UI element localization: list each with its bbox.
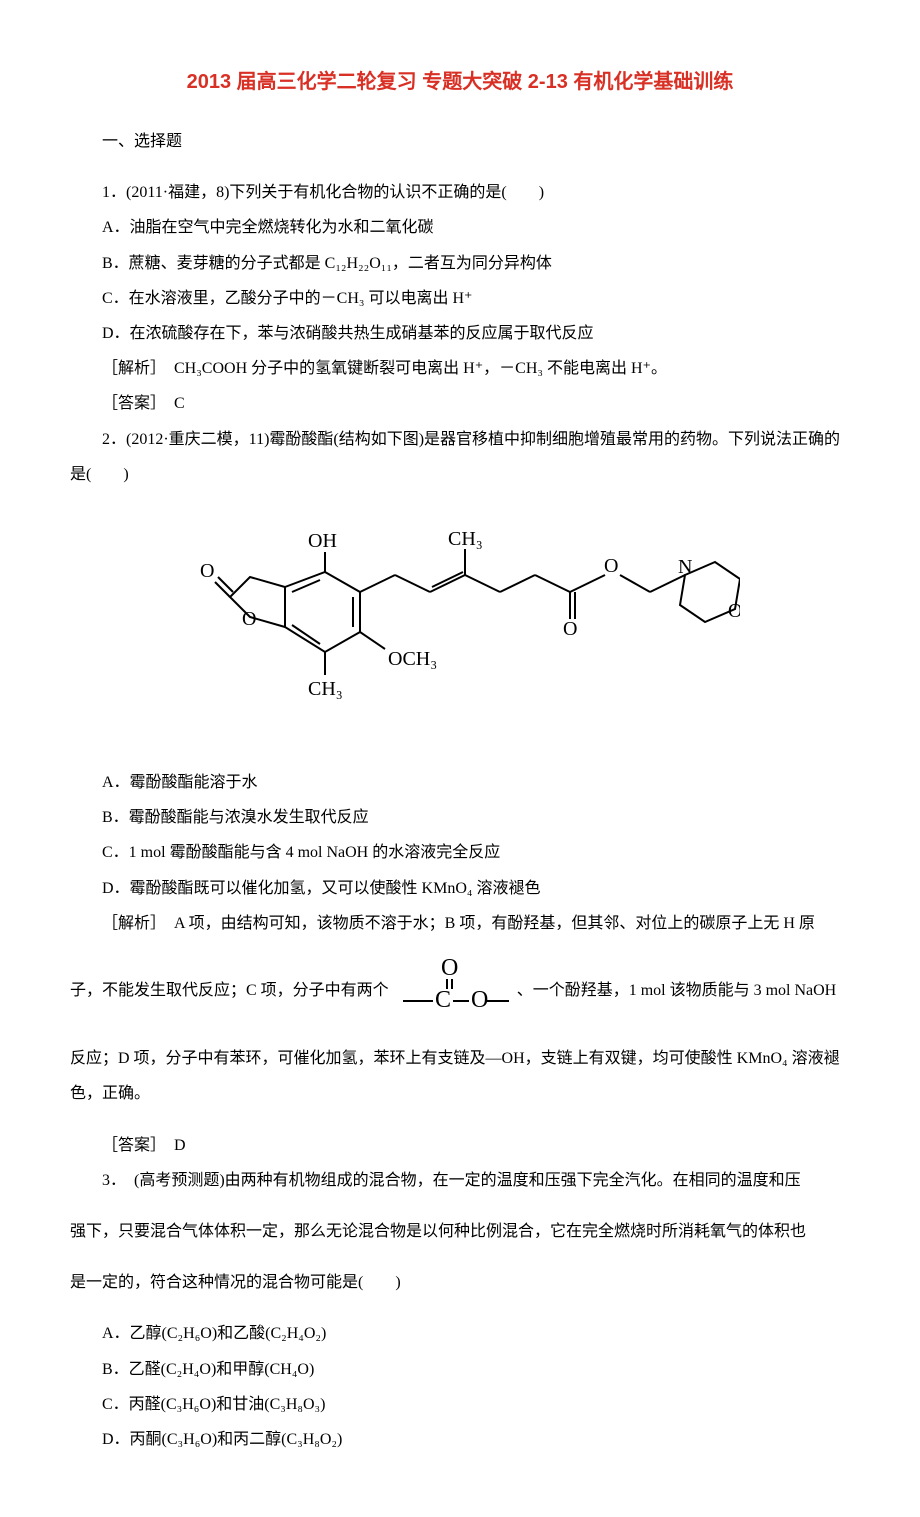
q2-option-a: A．霉酚酸酯能溶于水 xyxy=(70,765,850,800)
ester-fragment-svg: O C O xyxy=(393,957,513,1025)
q3-option-b: B．乙醛(C₂H₄O)和甲醇(CH₄O) xyxy=(70,1352,850,1387)
label-o-ring: O xyxy=(242,608,256,630)
document-title: 2013 届高三化学二轮复习 专题大突破 2-13 有机化学基础训练 xyxy=(70,60,850,104)
q2-answer: ［答案］ D xyxy=(70,1128,850,1163)
q2-analysis-mid1: 子，不能发生取代反应；C 项，分子中有两个 xyxy=(70,982,389,999)
q3-stem-line2: 强下，只要混合气体体积一定，那么无论混合物是以何种比例混合，它在完全燃烧时所消耗… xyxy=(70,1214,850,1249)
label-oh: OH xyxy=(308,530,337,552)
q2-structure-figure: O O OH CH₃ OCH₃ CH₃ O O N O xyxy=(70,507,850,750)
q2-analysis-line3: 反应；D 项，分子中有苯环，可催化加氢，苯环上有支链及—OH，支链上有双键，均可… xyxy=(70,1041,850,1111)
q3-option-c: C．丙醛(C₃H₆O)和甘油(C₃H₈O₃) xyxy=(70,1387,850,1422)
label-o-morpholine: O xyxy=(728,600,740,622)
svg-text:O: O xyxy=(471,987,488,1012)
label-o-ketone: O xyxy=(200,560,214,582)
q2-option-b: B．霉酚酸酯能与浓溴水发生取代反应 xyxy=(70,800,850,835)
q3-option-d: D．丙酮(C₃H₆O)和丙二醇(C₃H₈O₂) xyxy=(70,1422,850,1457)
q1-answer: ［答案］ C xyxy=(70,386,850,421)
q1-option-b: B．蔗糖、麦芽糖的分子式都是 C₁₂H₂₂O₁₁，二者互为同分异构体 xyxy=(70,246,850,281)
q1-option-c: C．在水溶液里，乙酸分子中的－CH₃ 可以电离出 H⁺ xyxy=(70,281,850,316)
label-o-ester-dbl: O xyxy=(563,618,577,640)
label-o-ester: O xyxy=(604,555,618,577)
label-n: N xyxy=(678,556,692,578)
q1-option-a: A．油脂在空气中完全燃烧转化为水和二氧化碳 xyxy=(70,210,850,245)
q3-option-a: A．乙醇(C₂H₆O)和乙酸(C₂H₄O₂) xyxy=(70,1316,850,1351)
svg-text:O: O xyxy=(441,957,458,981)
label-ch3-top: CH₃ xyxy=(448,528,483,550)
q2-option-c: C．1 mol 霉酚酸酯能与含 4 mol NaOH 的水溶液完全反应 xyxy=(70,835,850,870)
q2-analysis-mid2: 、一个酚羟基，1 mol 该物质能与 3 mol NaOH xyxy=(517,982,837,999)
section-header: 一、选择题 xyxy=(70,124,850,159)
q3-stem-line1: 3． (高考预测题)由两种有机物组成的混合物，在一定的温度和压强下完全汽化。在相… xyxy=(70,1163,850,1198)
label-ch3-bottom: CH₃ xyxy=(308,678,343,700)
q2-stem: 2．(2012·重庆二模，11)霉酚酸酯(结构如下图)是器官移植中抑制细胞增殖最… xyxy=(70,422,850,492)
svg-text:C: C xyxy=(435,987,451,1012)
q2-analysis-line2: 子，不能发生取代反应；C 项，分子中有两个 O C O 、一个酚羟基，1 mol… xyxy=(70,957,850,1025)
molecule-svg: O O OH CH₃ OCH₃ CH₃ O O N O xyxy=(180,507,740,737)
q1-stem: 1．(2011·福建，8)下列关于有机化合物的认识不正确的是( ) xyxy=(70,175,850,210)
q2-option-d: D．霉酚酸酯既可以催化加氢，又可以使酸性 KMnO₄ 溶液褪色 xyxy=(70,871,850,906)
q3-stem-line3: 是一定的，符合这种情况的混合物可能是( ) xyxy=(70,1265,850,1300)
q2-analysis-line1: ［解析］ A 项，由结构可知，该物质不溶于水；B 项，有酚羟基，但其邻、对位上的… xyxy=(70,906,850,941)
q1-analysis: ［解析］ CH₃COOH 分子中的氢氧键断裂可电离出 H⁺，－CH₃ 不能电离出… xyxy=(70,351,850,386)
q1-option-d: D．在浓硫酸存在下，苯与浓硝酸共热生成硝基苯的反应属于取代反应 xyxy=(70,316,850,351)
label-och3: OCH₃ xyxy=(388,648,437,670)
